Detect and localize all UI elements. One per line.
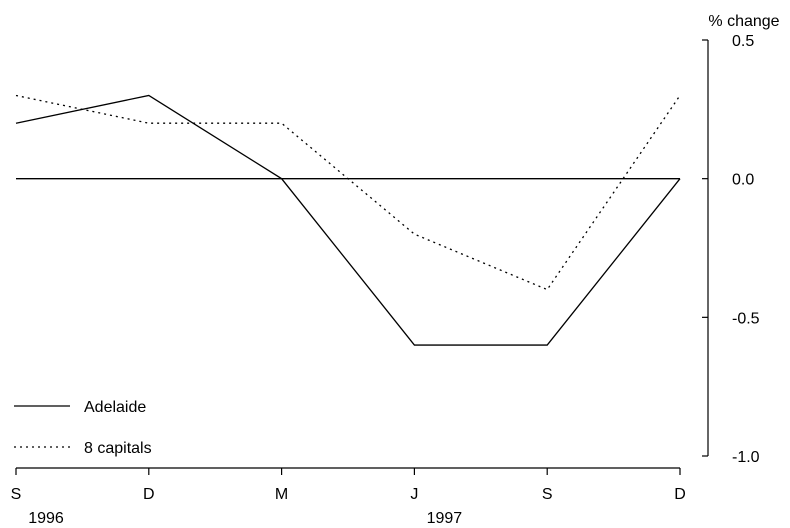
x-axis-year-labels: 1996 1997: [28, 510, 462, 527]
x-tick-label: D: [143, 486, 155, 503]
y-tick-label: -1.0: [732, 449, 760, 466]
y-tick-label: 0.0: [732, 172, 754, 189]
x-tick-label: D: [674, 486, 686, 503]
series-line-8-capitals: [15, 94, 681, 291]
legend: Adelaide 8 capitals: [14, 399, 152, 457]
year-label: 1997: [427, 510, 463, 527]
y-tick-label: -0.5: [732, 310, 760, 327]
x-tick-label: S: [542, 486, 553, 503]
y-axis-label: % change: [708, 13, 779, 30]
year-label: 1996: [28, 510, 64, 527]
x-tick-label: J: [410, 486, 418, 503]
legend-label-adelaide: Adelaide: [84, 399, 146, 416]
x-tick-label: S: [11, 486, 22, 503]
y-axis-ticks: 0.5 0.0 -0.5 -1.0: [702, 33, 760, 466]
legend-label-8-capitals: 8 capitals: [84, 440, 152, 457]
x-tick-label: M: [275, 486, 288, 503]
series-line-adelaide: [15, 94, 681, 346]
y-tick-label: 0.5: [732, 33, 754, 50]
